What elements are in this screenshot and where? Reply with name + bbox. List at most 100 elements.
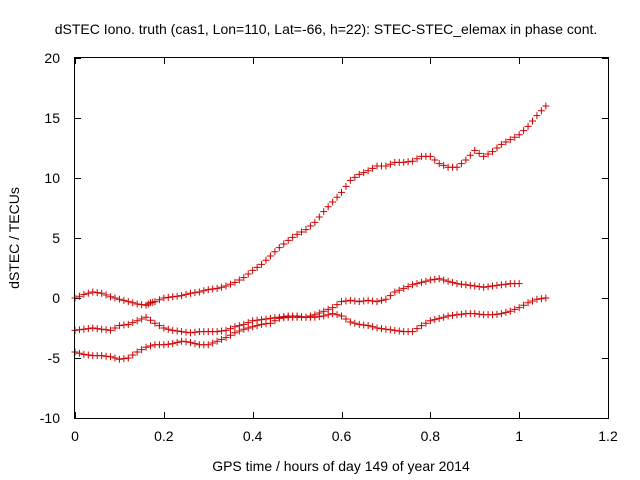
data-point: [142, 343, 150, 351]
data-point: [182, 290, 190, 298]
data-point: [253, 263, 261, 271]
data-point: [333, 193, 341, 201]
data-point: [222, 326, 230, 334]
data-point: [75, 349, 83, 357]
data-point: [520, 301, 528, 309]
data-point: [160, 324, 168, 332]
data-point: [342, 182, 350, 190]
y-tick-label: 20: [44, 50, 60, 66]
x-tick-label: 0.2: [154, 428, 174, 444]
data-point: [111, 354, 119, 362]
data-point: [386, 326, 394, 334]
data-point: [471, 146, 479, 154]
data-point: [164, 340, 172, 348]
data-point: [338, 298, 345, 306]
data-point: [169, 340, 177, 348]
data-point: [369, 164, 377, 172]
data-point: [315, 213, 323, 221]
data-point: [240, 274, 248, 282]
data-point: [311, 311, 319, 319]
data-point: [404, 283, 412, 291]
data-point: [115, 295, 123, 303]
data-point: [271, 317, 279, 325]
data-point: [400, 284, 408, 292]
data-point: [364, 296, 372, 304]
data-point: [524, 122, 532, 130]
data-point: [329, 198, 337, 206]
data-point: [173, 292, 181, 300]
data-point: [164, 293, 172, 301]
data-point: [315, 309, 323, 317]
data-point: [413, 280, 421, 288]
data-point: [386, 292, 394, 300]
data-point: [484, 150, 492, 158]
data-point: [164, 325, 172, 333]
data-point: [373, 298, 381, 306]
data-point: [440, 276, 448, 284]
data-point: [293, 230, 301, 238]
data-point: [244, 324, 252, 332]
data-point: [302, 226, 310, 234]
data-point: [502, 308, 510, 316]
data-point: [249, 323, 257, 331]
data-point: [111, 324, 119, 332]
data-point: [528, 117, 536, 125]
data-point: [186, 289, 194, 297]
data-point: [409, 328, 417, 336]
data-point: [324, 203, 332, 211]
data-point: [382, 162, 390, 170]
data-point: [431, 275, 439, 283]
data-point: [355, 298, 363, 306]
data-point: [311, 218, 319, 226]
data-point: [138, 301, 146, 309]
data-point: [351, 173, 359, 181]
data-point: [346, 296, 354, 304]
data-point: [413, 155, 421, 163]
data-point: [155, 322, 163, 330]
data-point: [80, 350, 88, 358]
data-point: [142, 313, 150, 321]
data-point: [178, 337, 186, 345]
data-point: [413, 325, 421, 333]
data-point: [93, 289, 101, 297]
data-point: [515, 280, 523, 288]
data-point: [449, 278, 457, 286]
data-point: [497, 140, 505, 148]
data-point: [244, 270, 252, 278]
data-point: [484, 283, 492, 291]
data-point: [386, 160, 394, 168]
data-point: [186, 329, 194, 337]
data-point: [84, 289, 92, 297]
data-point: [351, 297, 359, 305]
data-point: [493, 310, 501, 318]
data-point: [182, 328, 190, 336]
data-point: [528, 297, 536, 305]
data-point: [115, 355, 123, 363]
data-point: [302, 313, 310, 321]
data-point: [120, 321, 128, 329]
data-point: [102, 291, 110, 299]
data-point: [382, 295, 390, 303]
data-point: [271, 248, 279, 256]
data-point: [306, 222, 314, 230]
data-point: [213, 328, 221, 336]
data-point: [200, 287, 208, 295]
data-point: [98, 325, 106, 333]
data-point: [231, 329, 239, 337]
data-point: [493, 144, 501, 152]
data-point: [284, 236, 292, 244]
data-point: [409, 157, 417, 165]
data-point: [280, 240, 288, 248]
data-point: [520, 127, 528, 135]
data-point: [195, 288, 203, 296]
x-tick-label: 1: [515, 428, 523, 444]
data-point: [453, 163, 461, 171]
data-point: [511, 305, 519, 313]
data-point: [209, 339, 217, 347]
data-point: [80, 325, 88, 333]
data-point: [426, 276, 434, 284]
data-point: [169, 326, 177, 334]
data-point: [107, 353, 115, 361]
data-point: [111, 294, 119, 302]
